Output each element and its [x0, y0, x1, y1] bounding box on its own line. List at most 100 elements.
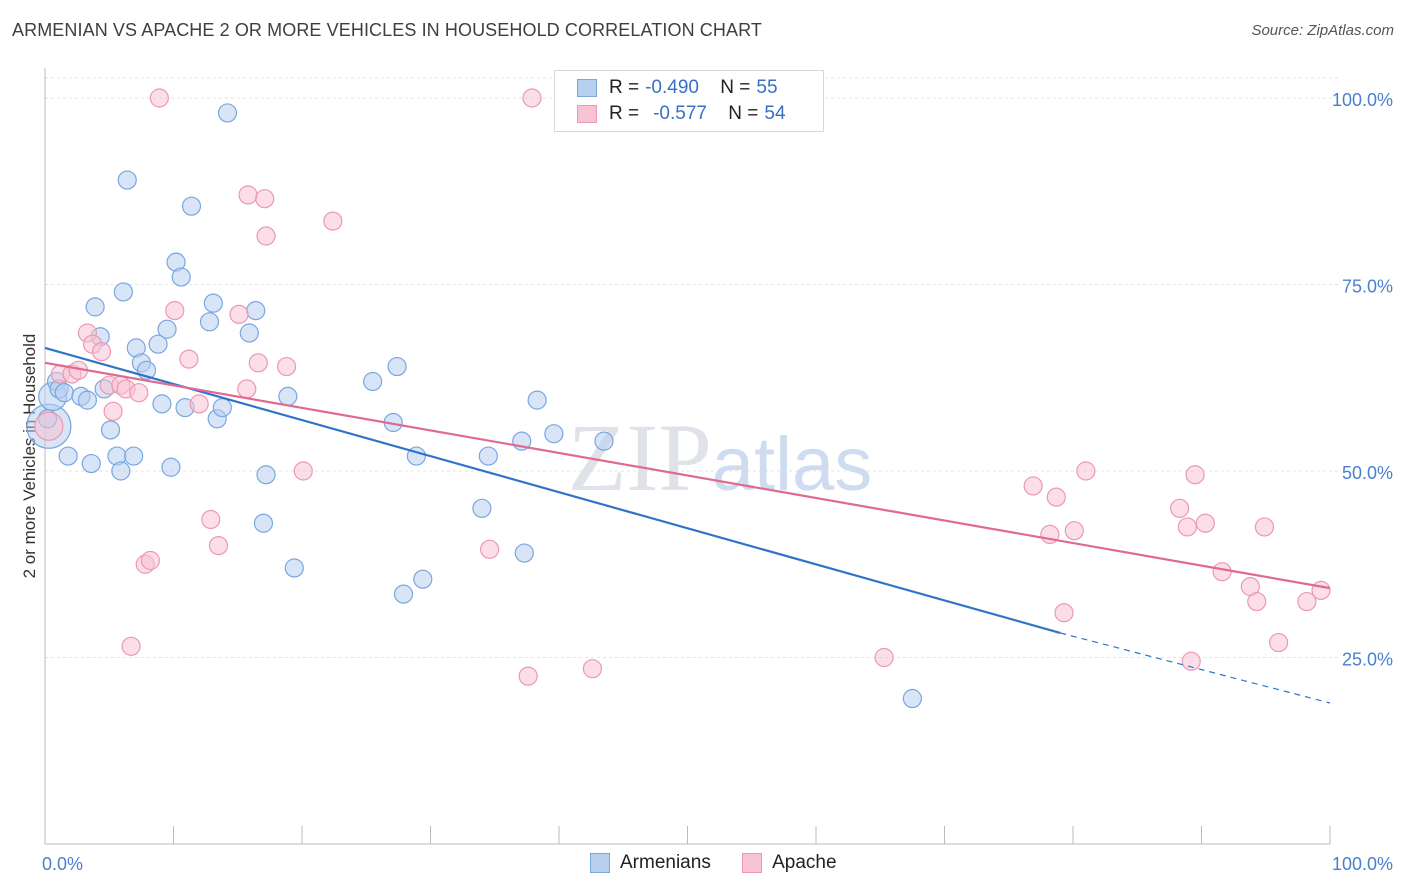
point-apache	[1054, 603, 1074, 623]
point-apache	[1023, 476, 1043, 496]
point-apache	[1247, 591, 1267, 612]
y-tick-label: 25.0%	[1342, 650, 1393, 670]
point-armenians	[113, 282, 133, 302]
point-armenians	[514, 543, 534, 563]
legend-item-apache: Apache	[742, 852, 837, 874]
trend-line-apache	[44, 361, 1331, 590]
point-armenians	[161, 457, 181, 477]
point-armenians	[100, 420, 121, 440]
point-armenians	[246, 301, 266, 321]
point-armenians	[472, 498, 492, 518]
legend-r-value-armenians: -0.490	[645, 77, 699, 98]
point-apache	[323, 211, 343, 231]
point-apache	[518, 666, 538, 686]
point-apache	[480, 539, 500, 559]
point-apache	[103, 401, 123, 421]
point-armenians	[902, 688, 922, 709]
watermark: ZIPatlas	[568, 404, 873, 511]
point-armenians	[253, 513, 274, 533]
legend-swatch-armenians	[577, 78, 597, 97]
point-apache	[522, 88, 542, 108]
point-apache	[189, 394, 209, 414]
point-armenians	[393, 584, 414, 604]
legend-r-value-apache: -0.577	[653, 103, 707, 124]
point-apache	[121, 636, 141, 656]
point-armenians	[363, 371, 383, 392]
point-apache	[1076, 461, 1096, 481]
point-apache	[1297, 591, 1317, 612]
point-apache	[1177, 517, 1197, 537]
series-legend: Armenians Apache	[590, 852, 863, 874]
legend-swatch-apache	[742, 852, 763, 873]
point-armenians	[478, 446, 498, 466]
point-apache	[582, 659, 603, 679]
legend-label-apache: Apache	[772, 852, 837, 873]
point-armenians	[199, 312, 220, 332]
point-apache	[276, 356, 297, 377]
point-apache	[34, 411, 64, 441]
source-label: Source: ZipAtlas.com	[1251, 22, 1394, 39]
point-apache	[1268, 632, 1289, 653]
trend-extension-armenians	[1059, 632, 1331, 704]
point-armenians	[387, 356, 407, 377]
correlation-legend: R = -0.490 N = 55 R = -0.577 N = 54	[554, 70, 824, 132]
y-tick-label: 75.0%	[1342, 277, 1393, 297]
point-armenians	[203, 293, 223, 313]
point-apache	[874, 647, 894, 668]
point-apache	[1046, 487, 1066, 507]
trend-line-armenians	[44, 346, 1061, 634]
legend-n-label: N =	[720, 77, 751, 98]
point-armenians	[124, 446, 144, 466]
point-apache	[237, 379, 257, 399]
point-armenians	[111, 461, 131, 481]
point-armenians	[152, 394, 172, 414]
point-apache	[1064, 521, 1084, 541]
point-apache	[248, 353, 268, 373]
legend-n-value-apache: 54	[764, 103, 786, 124]
point-armenians	[77, 390, 98, 410]
point-apache	[1212, 562, 1232, 582]
point-apache	[255, 189, 275, 209]
watermark-zip: ZIP	[568, 404, 712, 511]
legend-n-value-armenians: 55	[756, 77, 778, 98]
legend-item-armenians: Armenians	[590, 852, 711, 874]
y-tick-label: 50.0%	[1342, 463, 1393, 483]
legend-r-label: R =	[609, 103, 640, 124]
point-armenians	[284, 558, 304, 578]
point-armenians	[217, 103, 238, 123]
point-apache	[1181, 651, 1201, 671]
point-armenians	[212, 397, 232, 418]
point-armenians	[544, 424, 564, 444]
trend-lines	[44, 346, 1331, 704]
legend-label-armenians: Armenians	[620, 852, 711, 873]
legend-row-armenians: R = -0.490 N = 55	[577, 77, 778, 99]
point-armenians	[117, 170, 137, 190]
point-armenians	[239, 323, 259, 343]
axes	[44, 68, 1331, 845]
point-armenians	[527, 390, 547, 410]
point-armenians	[278, 386, 298, 406]
point-apache	[179, 349, 199, 369]
tick-labels: 25.0% 50.0% 75.0% 100.0% 0.0% 100.0%	[42, 90, 1393, 874]
legend-n-label: N =	[728, 103, 759, 124]
point-apache	[1254, 517, 1275, 537]
point-apache	[91, 342, 112, 362]
point-apache	[1170, 498, 1190, 518]
grid-lines	[45, 77, 1340, 658]
point-armenians	[58, 446, 78, 466]
point-apache	[208, 535, 229, 556]
point-apache	[129, 383, 149, 403]
point-apache	[140, 550, 160, 571]
point-armenians	[594, 431, 614, 451]
legend-swatch-armenians	[590, 852, 610, 873]
point-armenians	[157, 319, 177, 339]
data-points	[26, 88, 1331, 709]
point-apache	[1195, 513, 1215, 533]
point-apache	[149, 88, 169, 108]
point-armenians	[148, 334, 168, 354]
y-tick-label: 100.0%	[1332, 90, 1393, 110]
x-tick-label-start: 0.0%	[42, 854, 83, 874]
point-armenians	[413, 569, 433, 589]
point-armenians	[85, 297, 105, 317]
